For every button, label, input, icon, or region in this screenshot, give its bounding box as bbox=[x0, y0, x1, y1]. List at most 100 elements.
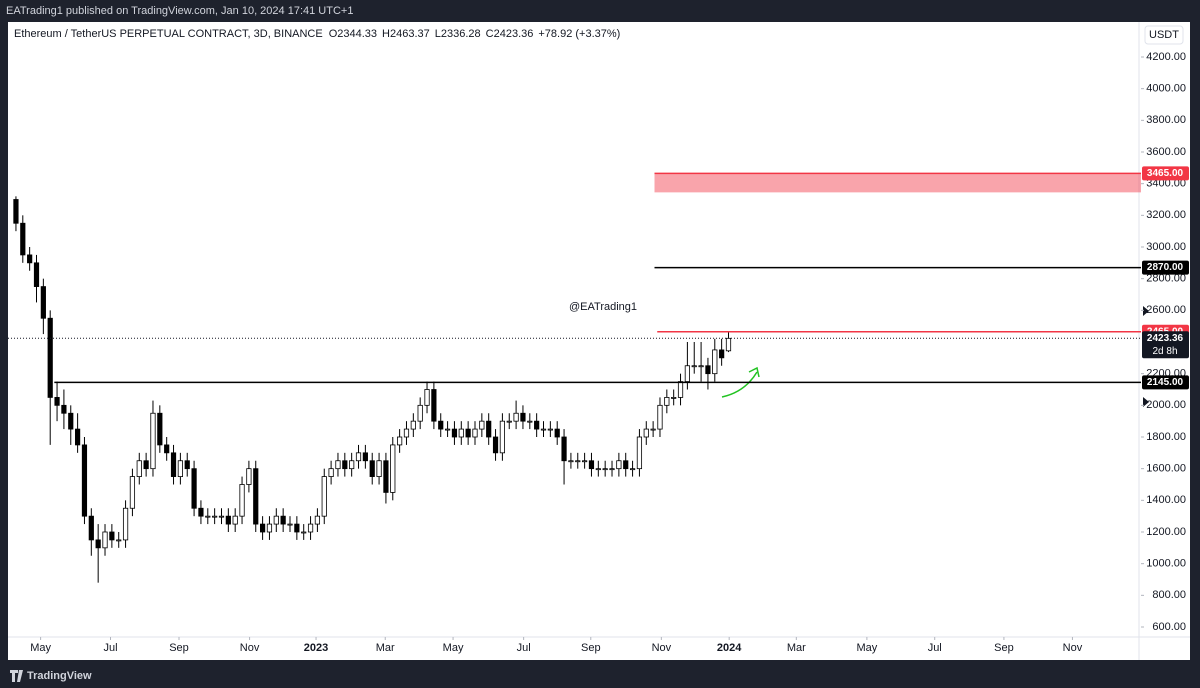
candle-body bbox=[116, 539, 122, 542]
y-tick-label: 600.00 bbox=[1152, 621, 1186, 633]
candle-body bbox=[307, 523, 314, 533]
l-value: 2336.28 bbox=[441, 28, 481, 40]
candle-body bbox=[198, 507, 204, 517]
candle-body bbox=[109, 531, 115, 541]
candle-body bbox=[40, 286, 46, 319]
candle-body bbox=[225, 515, 231, 525]
x-tick-label: Sep bbox=[581, 642, 601, 654]
candle-body bbox=[705, 365, 711, 375]
y-tick-label: 3800.00 bbox=[1146, 114, 1186, 126]
candle-body bbox=[266, 523, 273, 533]
candle-body bbox=[27, 254, 33, 264]
candle-body bbox=[150, 412, 156, 470]
h-label: H bbox=[382, 28, 390, 40]
candle-body bbox=[369, 460, 375, 477]
logo bbox=[10, 670, 23, 682]
y-tick-label: 4000.00 bbox=[1146, 83, 1186, 95]
candle-body bbox=[636, 436, 643, 470]
candle-body bbox=[609, 468, 615, 471]
candle-body bbox=[397, 436, 403, 446]
y-tick-label: 3400.00 bbox=[1146, 178, 1186, 190]
candle-body bbox=[390, 444, 396, 493]
last-price-box bbox=[1142, 331, 1189, 359]
candle-body bbox=[321, 476, 327, 517]
candle-body bbox=[520, 412, 526, 422]
countdown: 2d 8h bbox=[1152, 346, 1177, 357]
x-tick-label: Nov bbox=[1063, 642, 1083, 654]
y-tick-label: 2800.00 bbox=[1146, 273, 1186, 285]
y-tick-label: 2600.00 bbox=[1146, 304, 1186, 316]
candle-body bbox=[492, 436, 499, 454]
y-tick-label: 1800.00 bbox=[1146, 431, 1186, 443]
candle-body bbox=[33, 262, 40, 287]
candle-body bbox=[657, 404, 663, 430]
currency-button[interactable] bbox=[1144, 25, 1184, 45]
candle-body bbox=[13, 199, 19, 224]
candle-body bbox=[677, 381, 684, 398]
level-label-box bbox=[1142, 375, 1189, 390]
candle-body bbox=[102, 531, 108, 549]
candle-body bbox=[184, 460, 190, 470]
level-label: 2870.00 bbox=[1147, 262, 1184, 273]
axis-marker bbox=[1143, 397, 1149, 407]
x-tick-label: Jul bbox=[103, 642, 117, 654]
candle-body bbox=[246, 468, 252, 485]
candle-body bbox=[170, 452, 177, 477]
l-label: L bbox=[435, 28, 441, 40]
candle-body bbox=[136, 460, 142, 477]
x-tick-label: 2024 bbox=[717, 642, 742, 654]
candle-body bbox=[664, 397, 670, 406]
candle-body bbox=[287, 523, 293, 526]
candle-body bbox=[81, 444, 88, 517]
candle-body bbox=[335, 460, 341, 470]
candle-body bbox=[20, 222, 26, 256]
candle-body bbox=[527, 420, 533, 423]
candle-body bbox=[253, 468, 259, 525]
candle-body bbox=[458, 428, 464, 438]
candle-body bbox=[61, 404, 67, 414]
y-tick-label: 3000.00 bbox=[1146, 241, 1186, 253]
candle-body bbox=[232, 515, 238, 525]
candle-body bbox=[554, 428, 560, 438]
annotation: @EATrading1 bbox=[569, 301, 637, 313]
candle-body bbox=[684, 365, 690, 382]
candle-body bbox=[75, 428, 81, 446]
candle-body bbox=[451, 428, 458, 438]
candle-body bbox=[328, 468, 334, 477]
candle-body bbox=[540, 428, 547, 431]
candle-body bbox=[444, 428, 451, 431]
currency[interactable]: USDT bbox=[1149, 29, 1179, 41]
candle-body bbox=[259, 523, 266, 533]
y-tick-label: 3600.00 bbox=[1146, 146, 1186, 158]
candle-body bbox=[410, 420, 416, 430]
candle-body bbox=[431, 389, 437, 422]
candle-body bbox=[629, 468, 636, 471]
c-value: 2423.36 bbox=[494, 28, 534, 40]
plot bbox=[13, 196, 732, 583]
candle-body bbox=[438, 420, 444, 430]
candle-body bbox=[294, 523, 300, 533]
candle-body bbox=[157, 412, 163, 446]
candle-body bbox=[595, 468, 601, 471]
candle-body bbox=[122, 507, 129, 541]
candle-body bbox=[725, 337, 732, 352]
arrow bbox=[721, 371, 758, 398]
y-tick-label: 800.00 bbox=[1152, 589, 1186, 601]
candle-body bbox=[362, 452, 368, 462]
o-value: 2344.33 bbox=[337, 28, 377, 40]
x-tick-label: Sep bbox=[169, 642, 189, 654]
arrow-head bbox=[748, 366, 760, 378]
candle-body bbox=[479, 420, 485, 430]
x-tick-label: Jul bbox=[517, 642, 531, 654]
candle-body bbox=[88, 515, 94, 541]
y-tick-label: 1600.00 bbox=[1146, 463, 1186, 475]
candle-body bbox=[143, 460, 149, 470]
candle-body bbox=[177, 460, 183, 477]
candle-body bbox=[650, 428, 656, 431]
change: +78.92 (+3.37%) bbox=[538, 28, 620, 40]
x-tick-label: May bbox=[443, 642, 464, 654]
symbol-line: Ethereum / TetherUS PERPETUAL CONTRACT, … bbox=[14, 28, 620, 40]
level-label-box bbox=[1142, 166, 1189, 181]
candle-body bbox=[205, 515, 211, 518]
